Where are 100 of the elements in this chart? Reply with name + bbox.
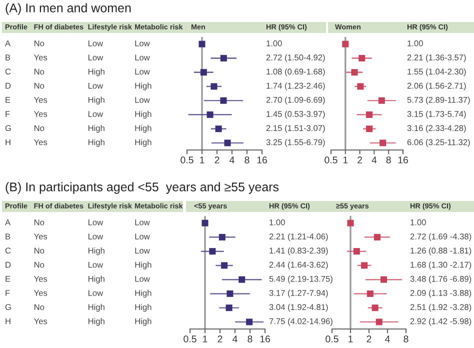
- x-tick-label: 2: [218, 336, 222, 342]
- x-tick-label: 8: [248, 336, 252, 342]
- x-tick-label: 0.5: [324, 156, 338, 164]
- text: No: [34, 68, 44, 75]
- text: Low: [135, 40, 150, 46]
- text: No: [34, 262, 44, 268]
- text: Yes: [34, 111, 48, 117]
- text: 2.70 (1.09-6.69): [266, 96, 325, 104]
- text: Yes: [34, 234, 48, 240]
- text: Low: [135, 248, 150, 254]
- x-tick-label: 1: [343, 156, 348, 164]
- text: 3.16 (2.33-4.28): [407, 124, 466, 133]
- text: B: [6, 234, 10, 240]
- text: Yes: [34, 318, 48, 324]
- x-tick-label: 4: [385, 336, 390, 342]
- text: D: [6, 82, 11, 89]
- text: No: [34, 304, 44, 310]
- text: No: [34, 82, 44, 89]
- text: 1.74 (1.23-2.46): [266, 82, 325, 90]
- text: 1.00: [408, 40, 423, 46]
- text: 2.72 (1.69 -4.38): [410, 233, 472, 242]
- text: 2.51 (1.92 -3.28): [410, 304, 472, 312]
- text: 3.25 (1.55-6.79): [266, 139, 325, 147]
- annotation: 7.75 (4.02-14.96): [269, 318, 332, 326]
- text: High: [135, 304, 152, 312]
- text: No: [34, 40, 44, 46]
- text: A: [5, 40, 11, 46]
- text: G: [5, 304, 11, 310]
- text: Low: [88, 111, 104, 117]
- text: 3.17 (1.27-7.94): [269, 290, 328, 298]
- x-tick-label: 8: [404, 336, 408, 342]
- text: High: [88, 124, 104, 133]
- text: No: [34, 248, 44, 254]
- text: 1.45 (0.53-3.97): [266, 110, 325, 119]
- text: Low: [135, 234, 150, 240]
- text: High: [135, 290, 152, 298]
- text: 3.15 (1.73-5.74): [407, 110, 466, 119]
- annotation: 5.49 (2.19-13.75): [269, 276, 332, 284]
- text: Low: [135, 54, 150, 60]
- text: 2.09 (1.13 -3.88): [410, 290, 472, 298]
- text: D: [6, 262, 11, 268]
- point: [220, 54, 227, 62]
- x-tick-label: 8: [244, 156, 250, 164]
- text: Low: [88, 219, 104, 226]
- text: 3.04 (1.92-4.81): [269, 304, 328, 312]
- text: Yes: [34, 54, 48, 60]
- text: High: [88, 318, 104, 326]
- text: Low: [135, 276, 150, 282]
- text: C: [5, 248, 11, 254]
- text: Low: [88, 234, 104, 240]
- text: Low: [135, 219, 150, 226]
- text: High: [135, 318, 152, 326]
- text: Low: [135, 96, 150, 103]
- text: No: [34, 125, 44, 132]
- x-tick-label: 4: [232, 336, 238, 342]
- text: 3.48 (1.76 -6.89): [410, 276, 472, 284]
- text: (B) In participants aged <55 years and ≥55 years: [6, 182, 279, 194]
- x-tick-label: 1: [200, 156, 204, 164]
- x-tick-label: 16: [257, 156, 267, 164]
- text: High: [88, 247, 104, 256]
- text: E: [6, 96, 10, 103]
- text: E: [6, 276, 10, 282]
- text: High: [88, 304, 104, 312]
- text: 1.41 (0.83-2.39): [270, 247, 328, 256]
- text: Yes: [34, 139, 48, 146]
- text: Low: [88, 82, 104, 89]
- x-tick-label: 1: [348, 336, 353, 342]
- text: 2.92 (1.42 -5.98): [410, 318, 472, 326]
- text: Low: [135, 68, 150, 75]
- text: 2.21 (1.21-4.06): [269, 233, 328, 242]
- text: 1.68 (1.30 -2.17): [410, 262, 472, 270]
- text: Yes: [34, 276, 48, 282]
- x-tick-label: 2: [214, 156, 220, 164]
- point: [200, 69, 207, 76]
- x-tick-label: 0.5: [184, 336, 196, 342]
- point: [206, 111, 214, 118]
- text: F: [6, 290, 10, 296]
- text: (A) In men and women: [6, 3, 131, 15]
- text: 1.00: [266, 40, 282, 46]
- x-tick-label: 2: [358, 156, 362, 164]
- text: High: [135, 82, 152, 90]
- text: High: [135, 124, 152, 133]
- text: High: [135, 139, 152, 147]
- x-tick-label: 16: [260, 336, 270, 342]
- text: No: [34, 219, 44, 226]
- text: High: [88, 139, 104, 147]
- text: Yes: [34, 290, 48, 296]
- x-tick-label: 0.5: [180, 156, 194, 164]
- text: 5.73 (2.89-11.37): [407, 96, 470, 104]
- x-tick-label: 4: [372, 156, 377, 164]
- text: 1.26 (0.88 -1.81): [410, 247, 472, 256]
- text: High: [88, 276, 104, 284]
- x-tick-label: 16: [398, 156, 408, 164]
- text: 2.06 (1.56-2.71): [407, 82, 466, 90]
- text: 2.15 (1.51-3.07): [266, 124, 325, 133]
- x-tick-label: 4: [230, 156, 234, 164]
- text: A: [5, 219, 11, 226]
- text: 2.21 (1.36-3.57): [407, 54, 466, 62]
- text: 1.00: [270, 219, 285, 226]
- text: C: [5, 68, 11, 75]
